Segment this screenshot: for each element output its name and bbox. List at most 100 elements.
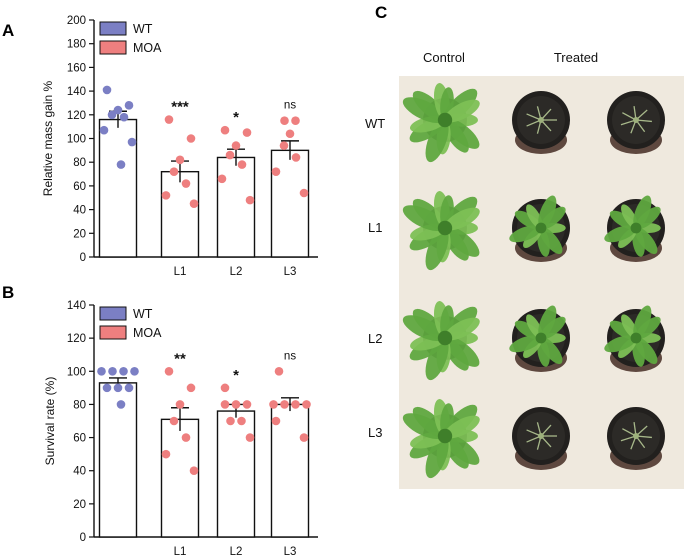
leaf bbox=[540, 206, 566, 230]
data-point bbox=[116, 400, 126, 409]
legend-label: WT bbox=[133, 22, 153, 36]
leaf bbox=[412, 198, 446, 230]
data-point bbox=[102, 383, 112, 393]
data-point bbox=[181, 433, 191, 442]
data-point bbox=[245, 433, 255, 442]
data-point bbox=[124, 383, 134, 393]
y-tick-label: 160 bbox=[67, 62, 86, 74]
leaf bbox=[412, 406, 446, 438]
significance-label: * bbox=[233, 109, 239, 126]
data-point bbox=[161, 449, 171, 459]
data-point bbox=[279, 141, 289, 150]
y-tick-label: 0 bbox=[80, 252, 86, 264]
chart-b: 0 20 40 60 80 100 120 140 Survival rate (%) L1 ** L… bbox=[43, 300, 318, 558]
panel-letter-a: A bbox=[2, 21, 14, 40]
plant-treated bbox=[604, 195, 661, 257]
leaf bbox=[425, 119, 449, 163]
data-point bbox=[231, 400, 241, 409]
significance-label: * bbox=[233, 367, 239, 384]
y-tick-label: 60 bbox=[73, 433, 86, 445]
significance-label: *** bbox=[171, 99, 189, 116]
data-point bbox=[189, 199, 199, 208]
data-point bbox=[242, 400, 252, 409]
bar bbox=[216, 156, 256, 258]
wilted-center bbox=[633, 433, 639, 439]
x-tick-label: L3 bbox=[284, 546, 297, 558]
row-label-l2: L2 bbox=[368, 331, 382, 346]
plant-control bbox=[402, 191, 480, 271]
bar bbox=[160, 418, 200, 538]
data-point bbox=[271, 416, 281, 426]
data-point bbox=[107, 110, 117, 120]
wilted-center bbox=[538, 433, 544, 439]
y-tick-label: 0 bbox=[80, 532, 86, 544]
panel-letter-c: C bbox=[375, 3, 387, 22]
legend-swatch bbox=[99, 325, 127, 340]
leaf bbox=[604, 335, 637, 353]
data-point bbox=[186, 383, 196, 393]
data-point bbox=[175, 400, 185, 409]
plant-control bbox=[402, 83, 480, 163]
data-point bbox=[291, 116, 300, 126]
data-point bbox=[175, 155, 185, 165]
x-tick-label: L1 bbox=[174, 266, 187, 278]
leaf bbox=[425, 227, 449, 271]
data-point bbox=[226, 416, 235, 426]
data-point bbox=[169, 416, 179, 426]
rosette-center bbox=[437, 112, 453, 128]
data-point bbox=[124, 101, 134, 110]
data-point bbox=[237, 416, 246, 426]
rosette-center bbox=[437, 330, 453, 346]
plant-control bbox=[402, 301, 480, 381]
bar bbox=[160, 170, 200, 258]
x-tick-label: L1 bbox=[174, 546, 187, 558]
data-point bbox=[220, 400, 230, 409]
data-point bbox=[99, 125, 109, 135]
data-point bbox=[217, 174, 227, 184]
data-point bbox=[245, 195, 255, 205]
leaf bbox=[412, 90, 446, 122]
significance-label: ** bbox=[174, 350, 186, 367]
y-axis-title: Survival rate (%) bbox=[43, 377, 57, 466]
data-point bbox=[302, 400, 311, 409]
leaf bbox=[425, 435, 449, 479]
data-point bbox=[97, 366, 106, 376]
y-tick-label: 140 bbox=[67, 86, 86, 98]
y-tick-label: 140 bbox=[67, 300, 86, 312]
legend-label: MOA bbox=[133, 326, 162, 340]
rosette-center bbox=[630, 222, 642, 234]
data-point bbox=[164, 366, 174, 376]
data-point bbox=[291, 400, 300, 409]
data-point bbox=[119, 366, 128, 376]
data-point bbox=[299, 188, 309, 198]
y-tick-label: 60 bbox=[73, 181, 86, 193]
y-tick-label: 200 bbox=[67, 15, 86, 27]
row-label-l1: L1 bbox=[368, 220, 382, 235]
data-point bbox=[271, 167, 281, 176]
legend-label: MOA bbox=[133, 41, 162, 55]
legend-swatch bbox=[99, 306, 127, 321]
bar bbox=[216, 410, 256, 538]
rosette-center bbox=[630, 332, 642, 344]
y-tick-label: 40 bbox=[73, 466, 86, 478]
data-point bbox=[225, 150, 235, 160]
legend-swatch bbox=[99, 21, 127, 36]
data-point bbox=[102, 85, 112, 95]
data-point bbox=[127, 137, 137, 147]
data-point bbox=[113, 105, 123, 115]
data-point bbox=[242, 128, 252, 137]
y-tick-label: 100 bbox=[67, 134, 86, 146]
column-label-control: Control bbox=[423, 50, 465, 65]
chart-a: 0 20 40 60 80 100 120 140 160 180 200 Relative mass… bbox=[41, 15, 318, 278]
bar bbox=[270, 149, 310, 258]
leaf bbox=[444, 99, 480, 123]
significance-label: ns bbox=[284, 350, 296, 362]
y-tick-label: 120 bbox=[67, 333, 86, 345]
x-tick-label: L3 bbox=[284, 266, 297, 278]
leaf bbox=[509, 225, 542, 243]
data-point bbox=[269, 400, 278, 409]
data-point bbox=[220, 383, 230, 393]
data-point bbox=[280, 116, 289, 126]
leaf bbox=[635, 206, 661, 230]
